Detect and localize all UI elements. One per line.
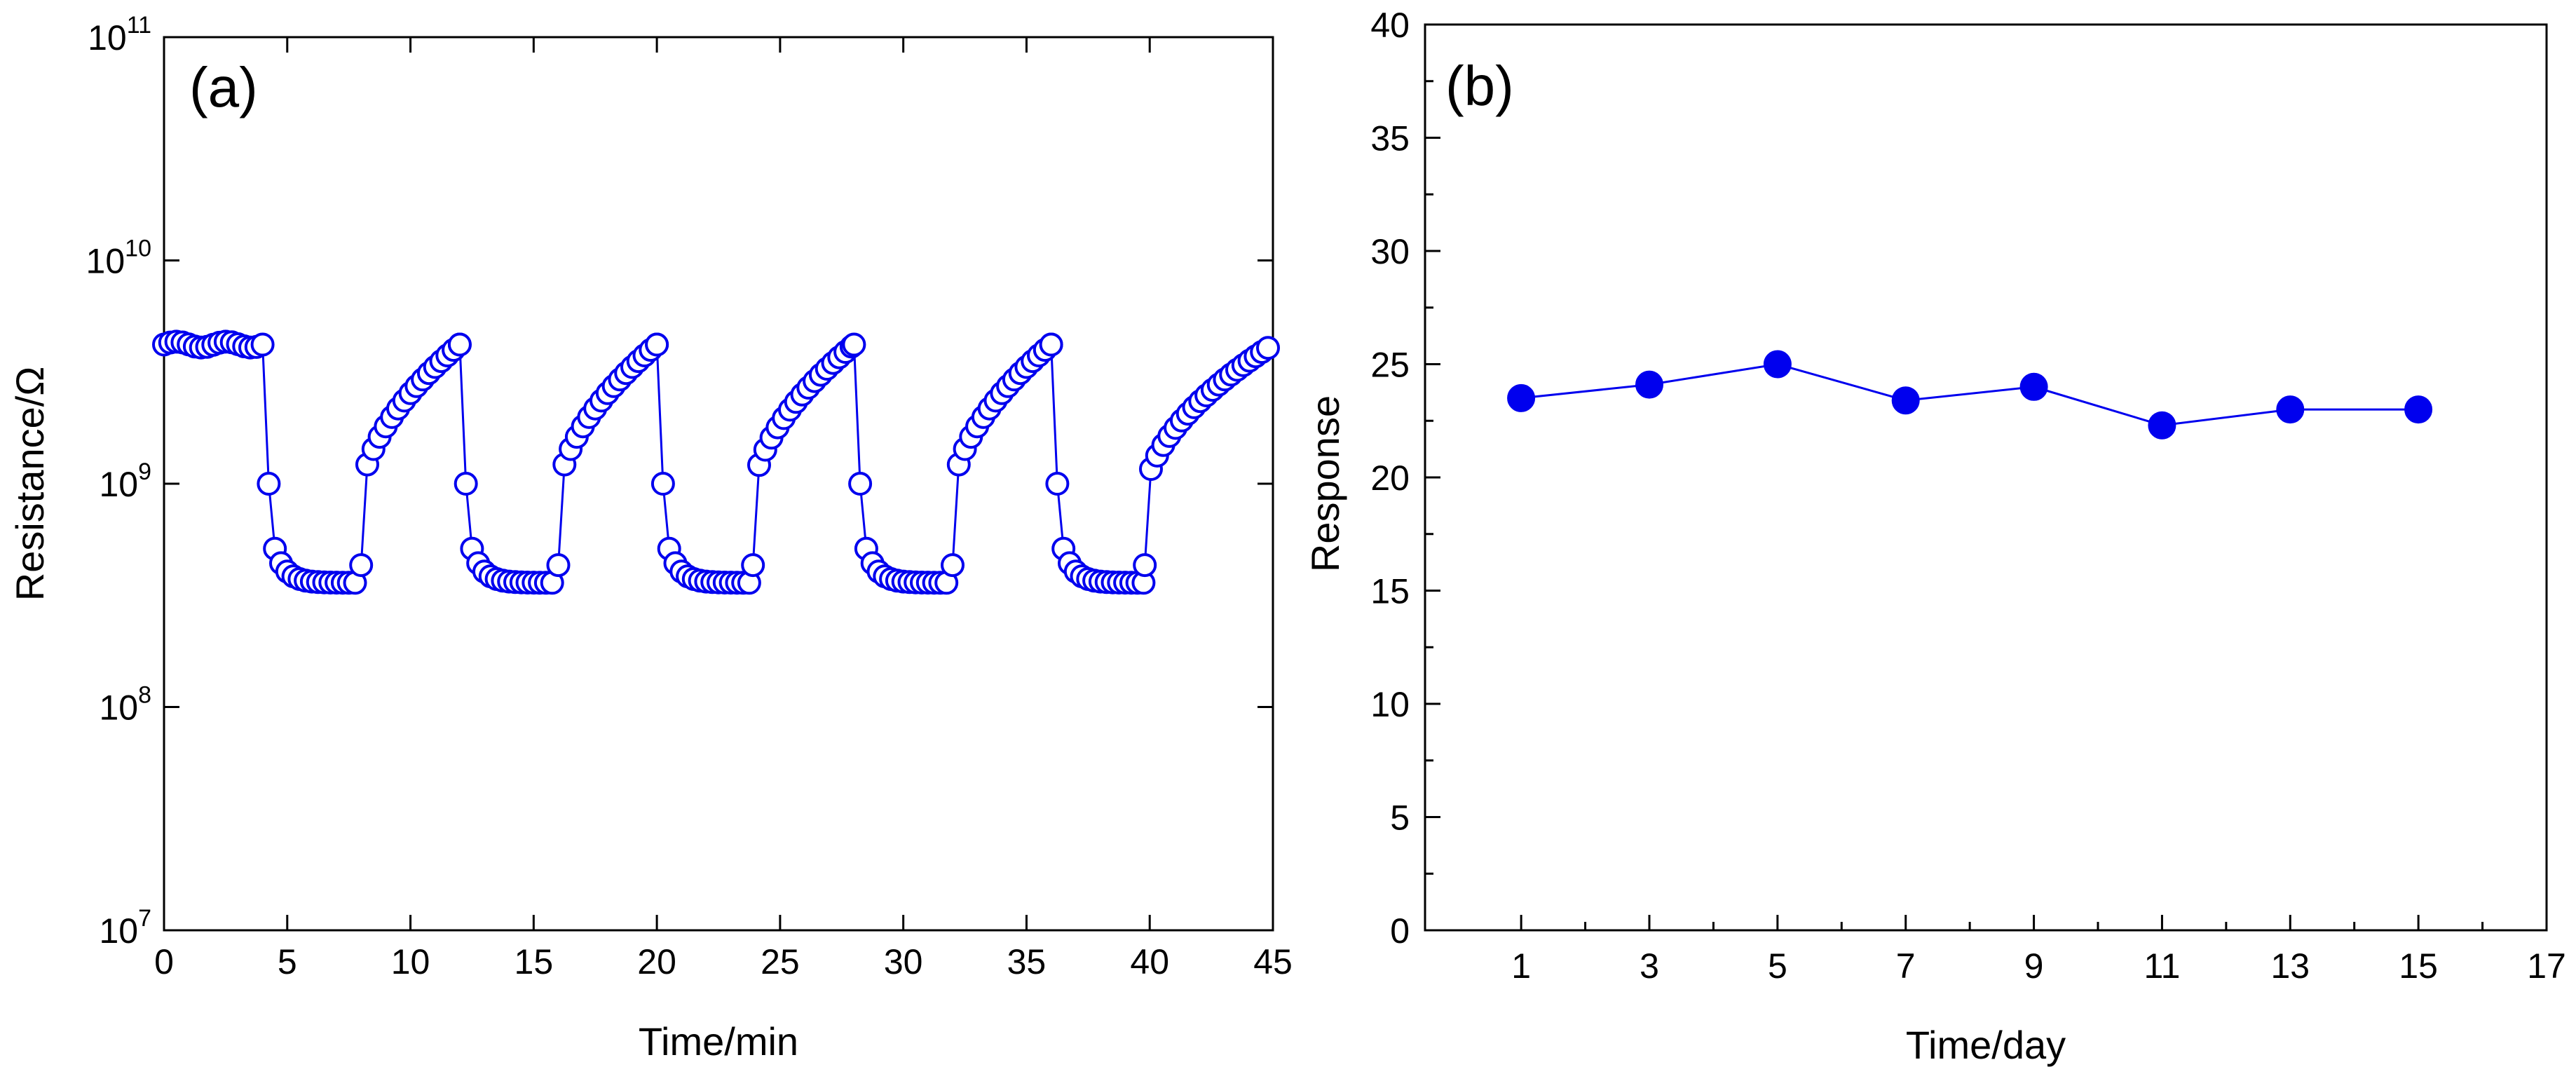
panel-b-y-tick-label: 5 — [1390, 798, 1410, 838]
panel-a-data-point — [1258, 337, 1279, 358]
panel-b-y-axis-title: Response — [1303, 395, 1347, 572]
panel-a-data-point — [942, 555, 963, 576]
panel-b-data-point — [1508, 385, 1534, 412]
panel-b-y-tick-label: 40 — [1370, 6, 1410, 45]
panel-b-series — [1508, 351, 2432, 439]
panel-a-data-point — [1134, 555, 1155, 576]
panel-a-x-tick-label: 45 — [1253, 942, 1293, 981]
panel-b-y-tick-label: 30 — [1370, 232, 1410, 271]
panel-b-x-tick-labels: 1 3 5 7 9 11 13 15 17 — [1511, 946, 2566, 986]
panel-a-plot-frame — [164, 37, 1273, 930]
panel-a-data-point — [350, 555, 372, 576]
panel-a-x-tick-label: 0 — [154, 942, 174, 981]
panel-a-y-tick-label: 107 — [99, 905, 151, 951]
panel-b-x-tick-label: 7 — [1896, 946, 1916, 986]
panel-a-data-point — [742, 555, 763, 576]
panel-a-x-axis-title: Time/min — [639, 1019, 798, 1063]
panel-a-chart: 0 5 10 15 20 25 30 35 40 45 107 108 109 1010 1011 (a)… — [8, 12, 1293, 1063]
panel-a-x-tick-labels: 0 5 10 15 20 25 30 35 40 45 — [154, 942, 1293, 981]
panel-b-y-tick-label: 35 — [1370, 119, 1410, 158]
panel-a-series-line — [164, 341, 1268, 583]
panel-a-data-point — [456, 473, 477, 494]
panel-a-data-point — [548, 555, 569, 576]
panel-b-x-axis-title: Time/day — [1906, 1023, 2066, 1067]
panel-a-y-tick-label: 109 — [99, 458, 151, 504]
panel-b-data-point — [2277, 396, 2303, 423]
panel-a-data-point — [850, 473, 871, 494]
panel-b-y-tick-label: 15 — [1370, 572, 1410, 611]
panel-b-data-point — [2405, 396, 2432, 423]
panel-a-ticks — [164, 37, 1273, 930]
panel-b-x-tick-label: 15 — [2399, 946, 2438, 986]
panel-b-x-tick-label: 11 — [2144, 946, 2180, 986]
panel-a-y-tick-label: 1011 — [88, 12, 151, 57]
panel-a-label: (a) — [189, 56, 258, 118]
panel-a-x-tick-label: 25 — [761, 942, 800, 981]
panel-a-x-tick-label: 10 — [391, 942, 430, 981]
panel-a-data-point — [258, 473, 279, 494]
panel-a-data-point — [252, 334, 273, 355]
panel-b-data-point — [2021, 374, 2047, 400]
panel-b-data-point — [1764, 351, 1791, 378]
panel-b-x-tick-label: 3 — [1640, 946, 1659, 986]
panel-a-x-tick-label: 35 — [1007, 942, 1047, 981]
panel-b-x-tick-label: 9 — [2024, 946, 2044, 986]
panel-a-data-point — [843, 334, 864, 355]
panel-b-y-tick-labels: 0 5 10 15 20 25 30 35 40 — [1370, 6, 1410, 951]
panel-a-data-point — [1041, 334, 1062, 355]
panel-b-x-tick-label: 5 — [1768, 946, 1787, 986]
panel-a-series — [154, 331, 1279, 593]
panel-a-x-tick-label: 40 — [1130, 942, 1169, 981]
panel-b-ticks — [1425, 25, 2547, 930]
panel-b-y-tick-label: 25 — [1370, 346, 1410, 385]
panel-b-y-tick-label: 20 — [1370, 458, 1410, 498]
panel-b-x-tick-label: 13 — [2270, 946, 2310, 986]
figure: 0 5 10 15 20 25 30 35 40 45 10710810910101011 (a)… — [0, 0, 2576, 1081]
panel-b-x-tick-label: 1 — [1511, 946, 1531, 986]
panel-b-data-point — [1636, 372, 1663, 398]
panel-a-data-point — [646, 334, 667, 355]
panel-b-y-tick-label: 10 — [1370, 685, 1410, 724]
panel-a-x-tick-label: 15 — [514, 942, 554, 981]
panel-b-data-point — [2148, 412, 2175, 439]
panel-a-x-tick-label: 20 — [637, 942, 676, 981]
panel-b-x-tick-label: 17 — [2527, 946, 2566, 986]
panel-a-y-tick-label: 108 — [99, 682, 151, 728]
panel-a-y-axis-title: Resistance/Ω — [8, 367, 52, 601]
panel-a-data-point — [1047, 473, 1068, 494]
panel-a-data-point — [653, 473, 674, 494]
panel-b-y-tick-label: 0 — [1390, 911, 1410, 951]
panel-a-y-tick-label: 1010 — [86, 236, 151, 281]
panel-a-data-point — [449, 334, 470, 355]
panel-b-label: (b) — [1445, 55, 1514, 117]
panel-a-y-tick-labels: 107 108 109 1010 1011 — [86, 12, 151, 951]
panel-a-x-tick-label: 30 — [884, 942, 923, 981]
panel-b-plot-frame — [1425, 25, 2547, 930]
panel-b-data-point — [1893, 387, 1919, 414]
panel-a-x-tick-label: 5 — [278, 942, 297, 981]
